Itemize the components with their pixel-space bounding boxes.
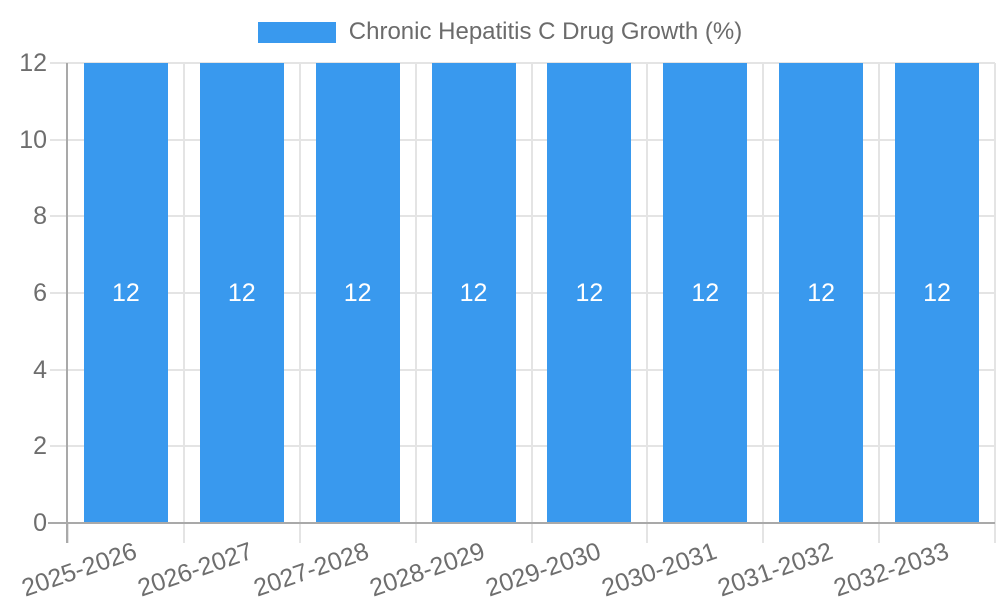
bar-value-label: 12: [459, 279, 488, 307]
legend-label: Chronic Hepatitis C Drug Growth (%): [348, 18, 743, 45]
y-axis-tick: [50, 368, 68, 371]
bar[interactable]: [83, 63, 168, 523]
y-axis-tick: [50, 292, 68, 294]
x-tick-label: 2029-2030: [482, 537, 605, 600]
x-axis-tick: [414, 523, 417, 543]
y-axis-tick: [50, 62, 68, 64]
x-tick-label: 2027-2028: [250, 537, 373, 600]
bar-value-label: 12: [807, 279, 836, 307]
bar[interactable]: [779, 63, 864, 523]
x-tick-label: 2032-2033: [829, 537, 952, 600]
x-axis-tick: [67, 523, 69, 543]
legend-item[interactable]: Chronic Hepatitis C Drug Growth (%): [0, 18, 1000, 45]
y-axis-tick: [50, 138, 68, 141]
grid-line-vertical: [646, 63, 649, 523]
grid-line-vertical: [182, 63, 185, 523]
x-axis-tick: [646, 523, 649, 543]
x-axis-tick: [530, 523, 533, 543]
y-axis-tick: [50, 445, 68, 448]
bar-value-label: 12: [227, 279, 256, 307]
bar-value-label: 12: [575, 279, 604, 307]
bar[interactable]: [431, 63, 516, 523]
y-tick-label: 12: [19, 49, 47, 77]
bar[interactable]: [895, 63, 980, 523]
x-tick-label: 2028-2029: [366, 537, 489, 600]
bar[interactable]: [315, 63, 400, 523]
grid-line-vertical: [878, 63, 881, 523]
bar-value-label: 12: [343, 279, 372, 307]
x-axis-tick: [298, 523, 301, 543]
y-tick-label: 8: [33, 202, 47, 231]
y-axis-tick: [50, 215, 68, 218]
y-axis-line: [66, 63, 68, 543]
x-axis-line: [48, 522, 995, 524]
x-tick-label: 2031-2032: [713, 537, 836, 600]
grid-line-vertical: [414, 63, 417, 523]
x-axis-tick: [994, 523, 996, 543]
x-axis-tick: [762, 523, 765, 543]
y-tick-label: 6: [33, 279, 47, 307]
grid-line-vertical: [298, 63, 301, 523]
y-tick-label: 10: [19, 125, 47, 154]
bar-value-label: 12: [691, 279, 720, 307]
bar-value-label: 12: [923, 279, 951, 307]
grid-line-vertical: [530, 63, 533, 523]
bar[interactable]: [547, 63, 632, 523]
y-tick-label: 2: [33, 432, 47, 461]
legend-swatch-icon: [257, 21, 336, 43]
grid-line-vertical: [994, 63, 996, 523]
bar[interactable]: [199, 63, 284, 523]
x-tick-label: 2030-2031: [597, 537, 721, 600]
x-axis-tick: [182, 523, 185, 543]
x-axis-tick: [878, 523, 881, 543]
y-tick-label: 0: [33, 509, 47, 537]
x-tick-label: 2025-2026: [18, 537, 141, 600]
y-tick-label: 4: [33, 355, 47, 384]
x-tick-label: 2026-2027: [134, 537, 257, 600]
bar[interactable]: [663, 63, 748, 523]
bar-value-label: 12: [112, 279, 140, 307]
grid-line-vertical: [762, 63, 765, 523]
